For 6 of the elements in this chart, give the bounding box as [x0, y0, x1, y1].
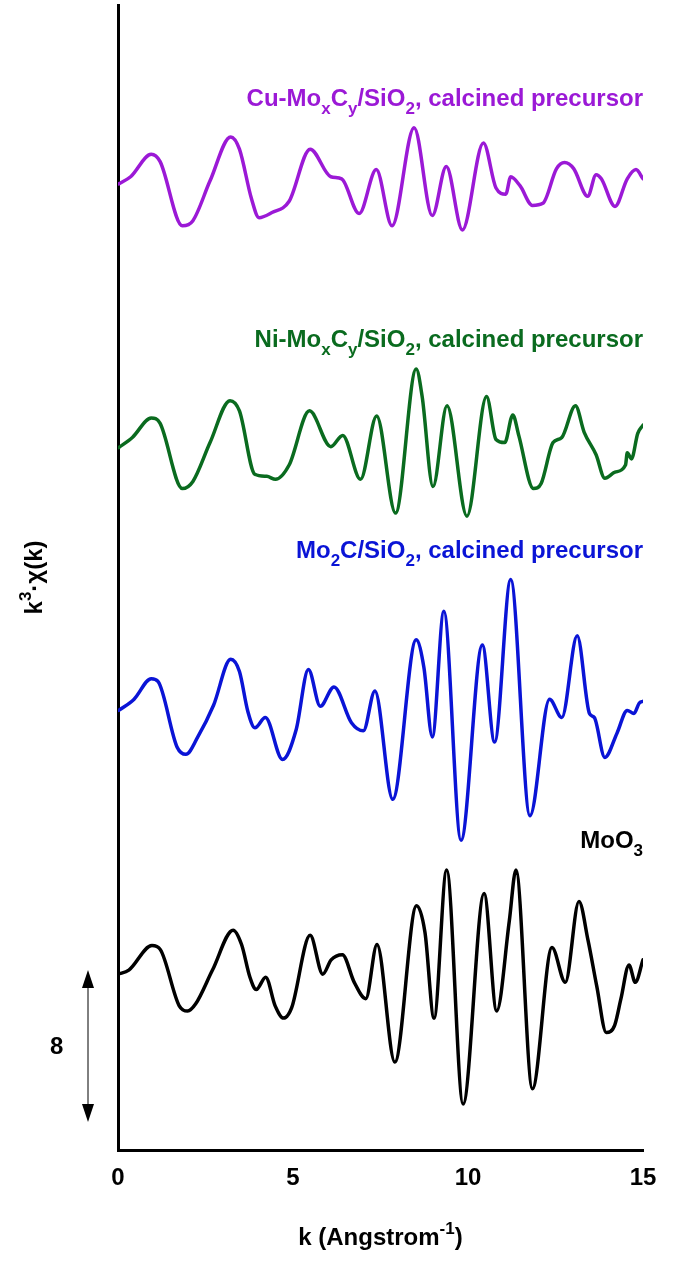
text: 8	[50, 1032, 64, 1060]
x-tick-label: 5	[286, 1163, 300, 1191]
x-tick-label: 15	[629, 1163, 657, 1191]
y-axis-title: k3·χ(k)	[16, 540, 47, 615]
x-tick-label: 0	[111, 1163, 125, 1191]
x-tick-label: 10	[454, 1163, 482, 1191]
